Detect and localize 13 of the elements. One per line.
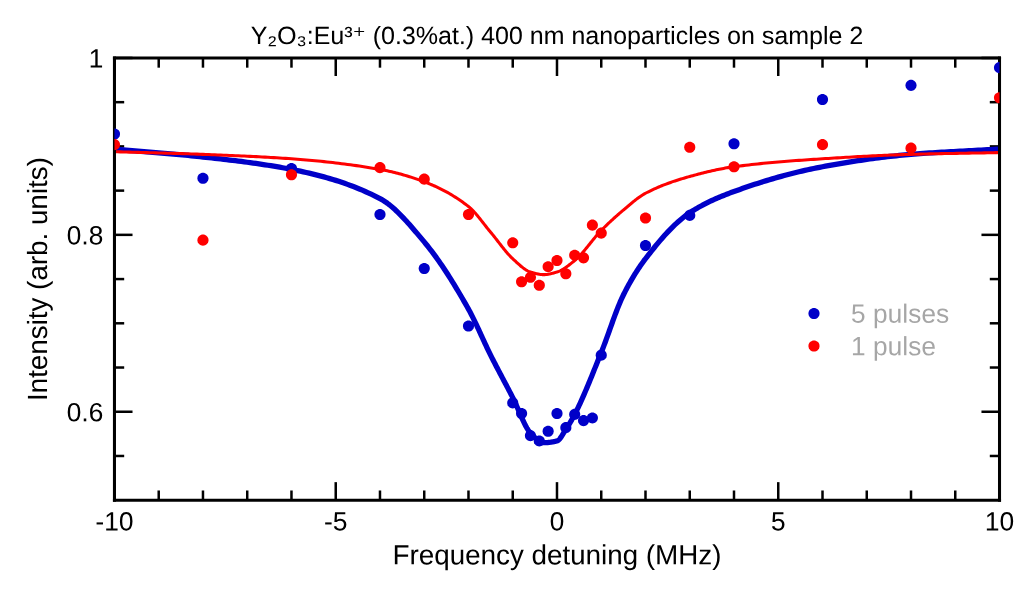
x-tick-label: 5 <box>771 512 785 531</box>
x-tick-label: -10 <box>96 512 133 531</box>
x-axis-title: Frequency detuning (MHz) <box>394 544 720 571</box>
y-tick-label: 0.6 <box>67 402 103 422</box>
chart-title: Y₂O₃:Eu³⁺ (0.3%at.) 400 nm nanoparticles on sample 2 <box>251 25 863 50</box>
y-axis-title: Intensity (arb. units) <box>26 158 53 399</box>
x-tick-label: 0 <box>550 512 564 531</box>
y-tick-label: 0.8 <box>67 225 103 245</box>
y-tick-label: 1 <box>90 49 103 68</box>
x-tick-label: -5 <box>325 512 347 531</box>
legend-label: 1 pulse <box>852 336 935 361</box>
legend-label: 5 pulses <box>851 303 949 329</box>
x-tick-label: 10 <box>986 512 1014 531</box>
